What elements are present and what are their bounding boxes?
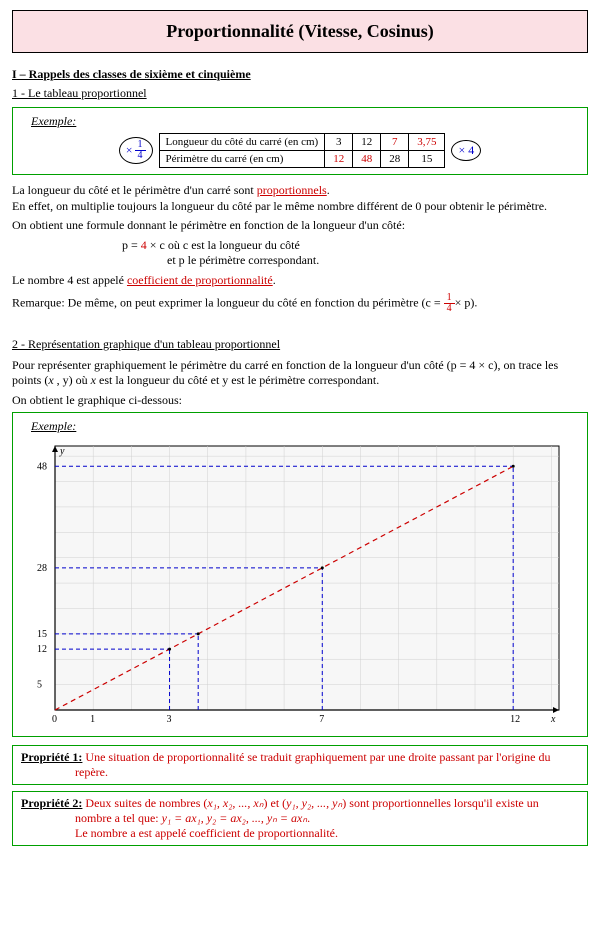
svg-text:48: 48 [37, 462, 47, 473]
example2-label: Exemple: [31, 419, 579, 434]
text-underlined: proportionnels [257, 183, 327, 197]
property-label: Propriété 2: [21, 796, 82, 810]
row1-label: Longueur du côté du carré (en cm) [159, 134, 325, 151]
text: La longueur du côté et le périmètre d'un… [12, 183, 257, 197]
table-row: Longueur du côté du carré (en cm) 3 12 7… [159, 134, 445, 151]
svg-text:5: 5 [37, 680, 42, 691]
left-factor-fraction: 1 4 [135, 140, 146, 161]
text: p = [122, 238, 141, 252]
cell: 15 [409, 151, 445, 168]
section1-heading: I – Rappels des classes de sixième et ci… [12, 67, 588, 82]
left-factor-oval: × 1 4 [119, 137, 153, 164]
property-text: repère. [75, 765, 108, 779]
cell: 28 [381, 151, 409, 168]
text: . [273, 273, 276, 287]
section1-sub1: 1 - Le tableau proportionnel [12, 86, 588, 101]
cell: 3,75 [409, 134, 445, 151]
text: est la longueur du côté et y est le péri… [96, 373, 379, 387]
text: ) sont proportionnelles lorsqu'il existe… [342, 796, 538, 810]
property1-box: Propriété 1: Une situation de proportion… [12, 745, 588, 785]
page-title: Proportionnalité (Vitesse, Cosinus) [13, 21, 587, 42]
frac-den: 4 [135, 151, 146, 161]
text: × c où c est la longueur du côté [147, 238, 300, 252]
proportional-chart: x y 0 1 3 7 12 5 12 15 28 48 [21, 438, 569, 728]
text: Deux suites de nombres ( [82, 796, 207, 810]
text: Remarque: De même, on peut exprimer la l… [12, 295, 444, 309]
cell: 48 [353, 151, 381, 168]
cell: 12 [325, 151, 353, 168]
frac-num: 1 [444, 293, 455, 304]
table-wrap: × 1 4 Longueur du côté du carré (en cm) … [21, 133, 579, 168]
cell: 3 [325, 134, 353, 151]
frac-den: 4 [444, 304, 455, 314]
property-text: Deux suites de nombres (x₁, x₂, ..., xₙ)… [82, 796, 538, 810]
section2-sub: 2 - Représentation graphique d'un tablea… [12, 337, 588, 352]
svg-text:15: 15 [37, 629, 47, 640]
svg-text:x: x [550, 714, 556, 725]
example1-label: Exemple: [31, 114, 579, 129]
text: ) et ( [264, 796, 287, 810]
example1-frame: Exemple: × 1 4 Longueur du côté du carré… [12, 107, 588, 175]
text: . [327, 183, 330, 197]
property-text: nombre a tel que: y₁ = ax₁, y₂ = ax₂, ..… [75, 811, 310, 825]
text: , y) où [54, 373, 91, 387]
property-text: Une situation de proportionnalité se tra… [82, 750, 550, 764]
text: Le nombre 4 est appelé [12, 273, 127, 287]
svg-text:7: 7 [319, 714, 324, 725]
text: En effet, on multiplie toujours la longu… [12, 199, 547, 213]
page: Proportionnalité (Vitesse, Cosinus) I – … [0, 0, 600, 862]
row2-label: Périmètre du carré (en cm) [159, 151, 325, 168]
cell: 12 [353, 134, 381, 151]
text: et p le périmètre correspondant. [167, 253, 319, 267]
svg-text:12: 12 [37, 644, 47, 655]
left-factor-prefix: × [126, 143, 133, 158]
svg-text:y: y [59, 446, 65, 457]
text: nombre a tel que: [75, 811, 162, 825]
remark: Remarque: De même, on peut exprimer la l… [12, 293, 588, 314]
property2-box: Propriété 2: Deux suites de nombres (x₁,… [12, 791, 588, 846]
title-box: Proportionnalité (Vitesse, Cosinus) [12, 10, 588, 53]
para: On obtient une formule donnant le périmè… [12, 218, 588, 234]
para: Pour représenter graphiquement le périmè… [12, 358, 588, 389]
text: × p). [455, 295, 478, 309]
cell: 7 [381, 134, 409, 151]
table-row: Périmètre du carré (en cm) 12 48 28 15 [159, 151, 445, 168]
svg-text:0: 0 [52, 714, 57, 725]
remark-frac: 14 [444, 293, 455, 314]
property-label: Propriété 1: [21, 750, 82, 764]
text: x₁, x₂, ..., xₙ [207, 796, 263, 810]
formula: p = 4 × c où c est la longueur du côté e… [122, 238, 588, 269]
para: Le nombre 4 est appelé coefficient de pr… [12, 273, 588, 289]
text: y₁ = ax₁, y₂ = ax₂, ..., yₙ = axₙ [162, 811, 308, 825]
para: La longueur du côté et le périmètre d'un… [12, 183, 588, 214]
text: . [307, 811, 310, 825]
chart-frame: Exemple: x y 0 1 3 7 12 5 12 15 28 48 [12, 412, 588, 737]
svg-text:1: 1 [90, 714, 95, 725]
svg-text:3: 3 [167, 714, 172, 725]
property-text: Le nombre a est appelé coefficient de pr… [75, 826, 338, 840]
right-factor-oval: × 4 [451, 140, 481, 161]
para: On obtient le graphique ci-dessous: [12, 393, 588, 409]
text-underlined: coefficient de proportionnalité [127, 273, 273, 287]
proportional-table: Longueur du côté du carré (en cm) 3 12 7… [159, 133, 446, 168]
text: y₁, y₂, ..., yₙ [286, 796, 342, 810]
svg-text:12: 12 [510, 714, 520, 725]
svg-text:28: 28 [37, 563, 47, 574]
